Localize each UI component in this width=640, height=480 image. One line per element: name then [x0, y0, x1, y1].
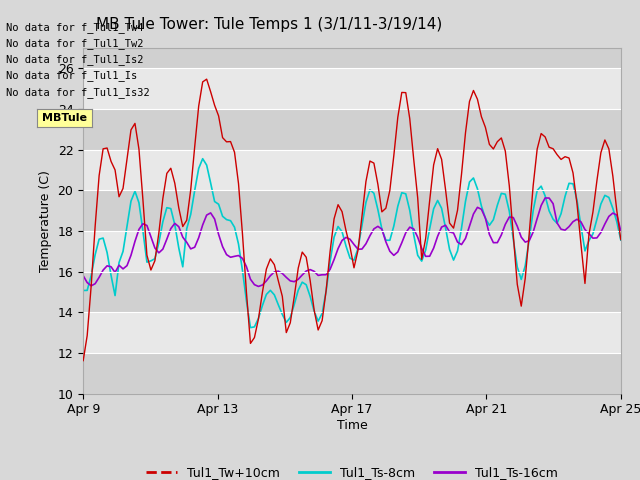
Text: No data for f_Tul1_Is2: No data for f_Tul1_Is2 — [6, 54, 144, 65]
Text: No data for f_Tul1_Is32: No data for f_Tul1_Is32 — [6, 87, 150, 98]
Bar — [83, 68, 621, 109]
X-axis label: Time: Time — [337, 419, 367, 432]
Text: No data for f_Tul1_Tw4: No data for f_Tul1_Tw4 — [6, 22, 144, 33]
Text: No data for f_Tul1_Is: No data for f_Tul1_Is — [6, 71, 138, 82]
Bar — [83, 150, 621, 190]
Bar — [83, 312, 621, 353]
Bar — [83, 353, 621, 394]
Text: No data for f_Tul1_Tw2: No data for f_Tul1_Tw2 — [6, 38, 144, 49]
Bar — [83, 109, 621, 150]
Bar — [83, 28, 621, 68]
Bar — [83, 272, 621, 312]
Y-axis label: Temperature (C): Temperature (C) — [39, 170, 52, 272]
Bar — [83, 190, 621, 231]
Bar — [83, 231, 621, 272]
Text: MB Tule Tower: Tule Temps 1 (3/1/11-3/19/14): MB Tule Tower: Tule Temps 1 (3/1/11-3/19… — [95, 17, 442, 32]
Text: MBTule: MBTule — [42, 113, 87, 123]
Legend: Tul1_Tw+10cm, Tul1_Ts-8cm, Tul1_Ts-16cm: Tul1_Tw+10cm, Tul1_Ts-8cm, Tul1_Ts-16cm — [141, 461, 563, 480]
